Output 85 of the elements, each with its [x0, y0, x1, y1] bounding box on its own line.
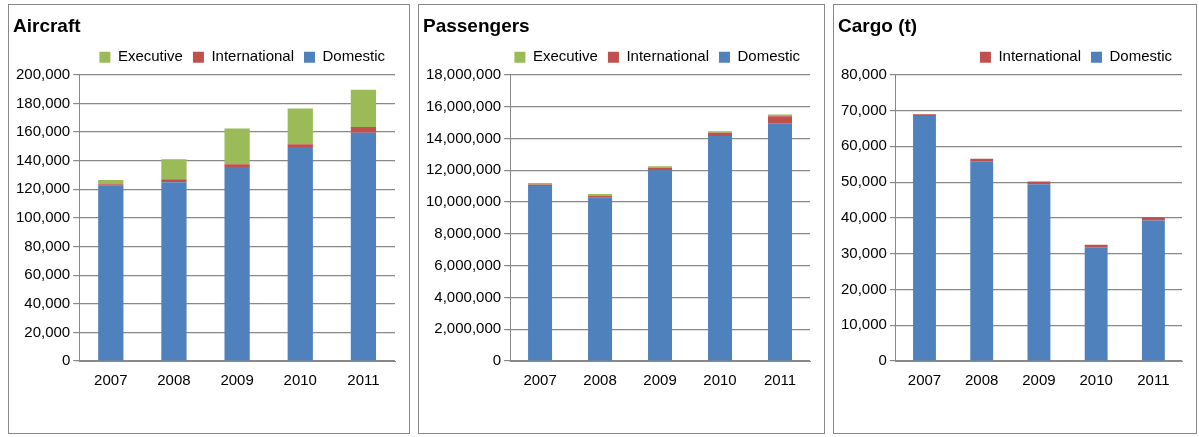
y-tick-label: 100,000 [15, 208, 71, 226]
bar [1084, 247, 1108, 361]
y-tick-label: 0 [492, 351, 502, 369]
bar [708, 136, 733, 361]
bar [913, 115, 936, 361]
x-tick-label: 2008 [583, 371, 617, 389]
y-tick-label: 30,000 [840, 243, 887, 261]
legend-label: International [998, 47, 1081, 65]
bar [970, 161, 994, 361]
bar [970, 158, 994, 162]
legend-label: Domestic [1109, 47, 1173, 65]
y-tick-label: 40,000 [840, 208, 887, 226]
bar [1027, 184, 1051, 361]
bar [350, 127, 377, 133]
bar [224, 167, 250, 361]
y-tick-label: 0 [878, 351, 887, 369]
x-tick-label: 2007 [907, 371, 942, 389]
x-tick-label: 2008 [157, 371, 191, 389]
legend-label: Domestic [322, 47, 386, 65]
bar [287, 147, 313, 361]
y-tick-label: 200,000 [15, 64, 71, 82]
chart-title: Passengers [423, 14, 530, 36]
y-tick-label: 18,000,000 [426, 64, 502, 82]
legend-label: Executive [117, 47, 183, 65]
y-tick-label: 0 [61, 351, 71, 369]
chart-title: Aircraft [13, 14, 82, 36]
bar [350, 89, 377, 128]
y-tick-label: 180,000 [15, 93, 71, 111]
x-tick-label: 2011 [1137, 371, 1170, 389]
bar [224, 128, 250, 165]
y-tick-label: 140,000 [15, 150, 71, 168]
y-tick-label: 20,000 [24, 322, 71, 340]
x-tick-label: 2009 [643, 371, 677, 389]
x-tick-label: 2010 [283, 371, 317, 389]
bar [224, 164, 250, 168]
bar [1141, 217, 1165, 221]
y-tick-label: 70,000 [840, 100, 887, 118]
legend-label: International [211, 47, 294, 65]
x-tick-label: 2009 [1022, 371, 1056, 389]
bar [98, 185, 124, 361]
y-tick-label: 4,000,000 [434, 287, 502, 305]
x-tick-label: 2011 [763, 371, 797, 389]
x-tick-label: 2010 [703, 371, 737, 389]
x-tick-label: 2007 [94, 371, 128, 389]
legend-label: Domestic [737, 47, 801, 65]
bar [161, 159, 187, 180]
y-tick-label: 40,000 [24, 293, 71, 311]
y-tick-label: 10,000 [840, 315, 887, 333]
bar [708, 132, 733, 137]
y-tick-label: 12,000,000 [426, 160, 502, 178]
bar [287, 108, 313, 145]
chart-title: Cargo (t) [838, 14, 918, 36]
bar [161, 182, 187, 361]
bar [588, 197, 613, 361]
y-tick-label: 6,000,000 [434, 255, 502, 273]
bar [287, 144, 313, 148]
bar [1027, 181, 1051, 185]
x-tick-label: 2007 [523, 371, 557, 389]
y-tick-label: 160,000 [15, 122, 71, 140]
y-tick-label: 80,000 [840, 64, 887, 82]
y-tick-label: 20,000 [840, 279, 887, 297]
bar [768, 116, 792, 124]
y-tick-label: 2,000,000 [434, 319, 502, 337]
x-tick-label: 2009 [220, 371, 254, 389]
x-tick-label: 2011 [347, 371, 380, 389]
y-tick-label: 14,000,000 [426, 128, 502, 146]
legend-label: International [626, 47, 709, 65]
legend-label: Executive [532, 47, 598, 65]
y-tick-label: 10,000,000 [426, 192, 502, 210]
y-tick-label: 16,000,000 [426, 96, 502, 114]
bar [1141, 220, 1165, 361]
x-tick-label: 2008 [965, 371, 999, 389]
x-tick-label: 2010 [1079, 371, 1113, 389]
bar [98, 179, 124, 185]
y-tick-label: 60,000 [24, 265, 71, 283]
bar [528, 186, 553, 361]
bar [350, 132, 377, 361]
y-tick-label: 120,000 [15, 179, 71, 197]
bar [768, 123, 792, 361]
bar [648, 170, 673, 361]
y-tick-label: 60,000 [840, 136, 887, 154]
y-tick-label: 50,000 [840, 172, 887, 190]
y-tick-label: 8,000,000 [434, 223, 502, 241]
y-tick-label: 80,000 [24, 236, 71, 254]
bar [161, 179, 187, 183]
